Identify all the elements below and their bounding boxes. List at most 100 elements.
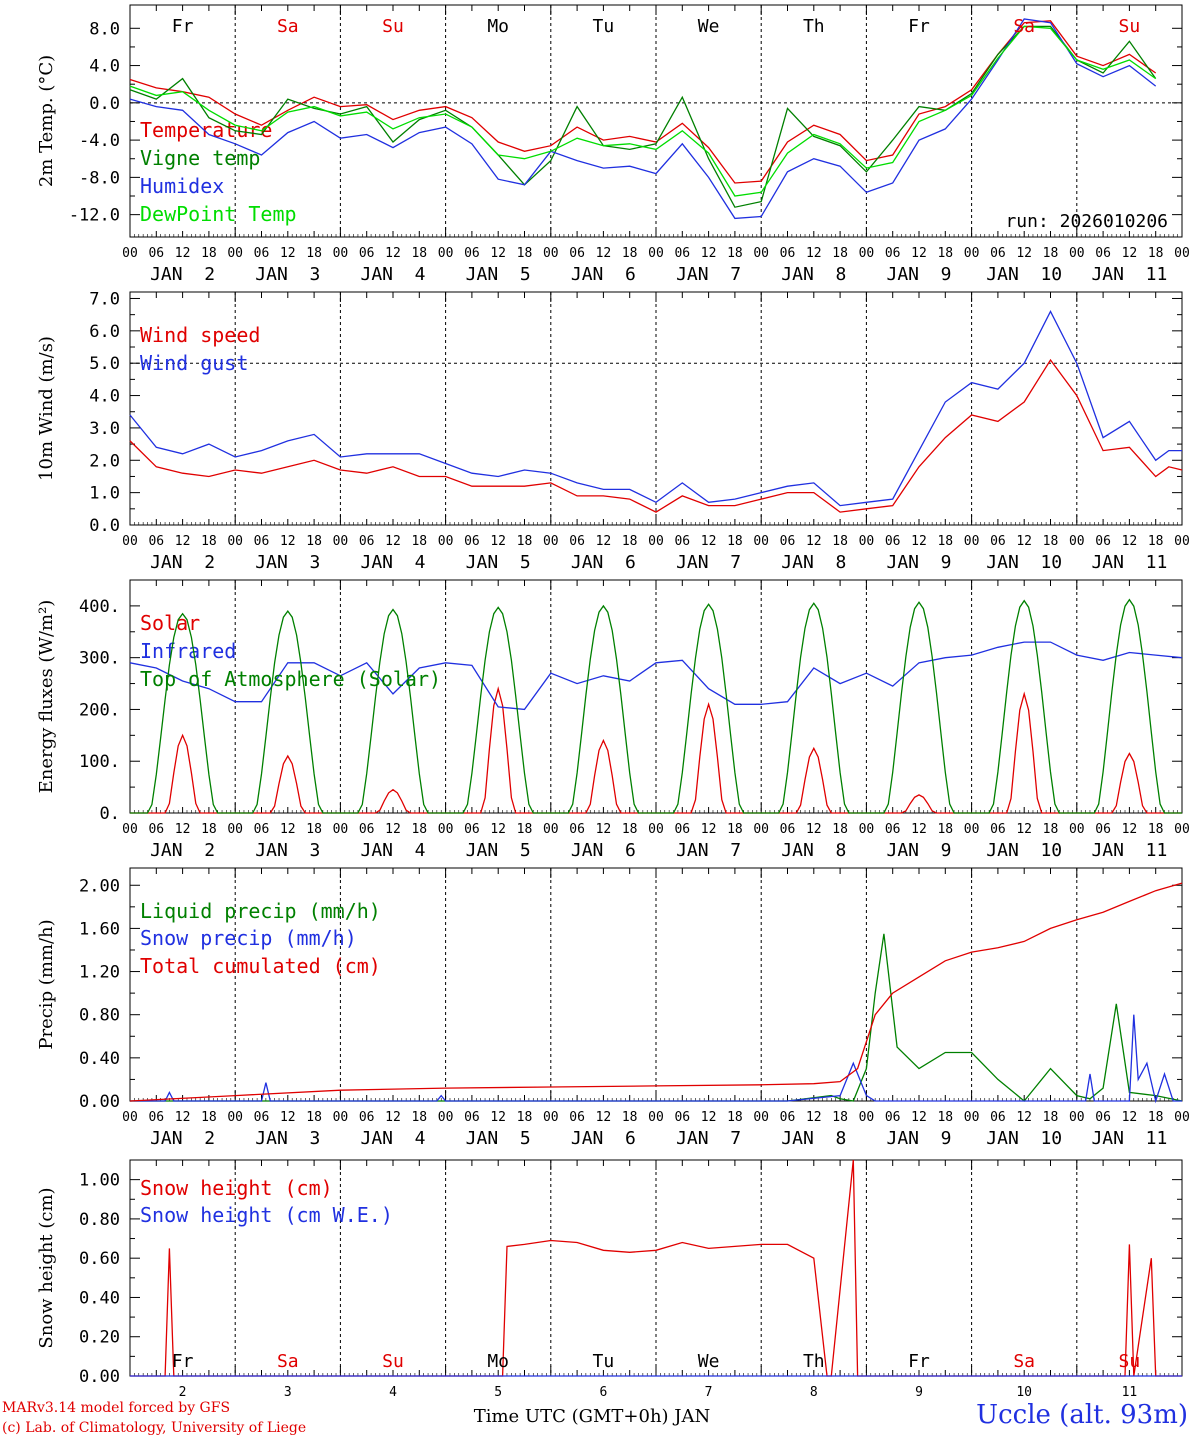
weekday-label: Sa (1013, 1351, 1035, 1372)
y-tick-label: 0.40 (79, 1049, 120, 1069)
legend-entry: Vigne temp (140, 146, 260, 170)
hour-tick-label: 12 (911, 246, 927, 261)
hour-tick-label: 00 (543, 1110, 559, 1125)
hour-tick-label: 18 (411, 246, 427, 261)
hour-tick-label: 18 (201, 822, 217, 837)
date-label: JAN 2 (150, 840, 215, 861)
date-label: JAN 9 (886, 552, 951, 573)
day-number-label: 10 (1016, 1385, 1032, 1400)
y-tick-label: 100. (79, 752, 120, 772)
series-line-infrared (129, 641, 1183, 711)
date-label: JAN 3 (255, 1128, 320, 1149)
series-line-wind-speed (129, 358, 1183, 513)
hour-tick-label: 18 (306, 534, 322, 549)
date-label: JAN 5 (466, 552, 531, 573)
hour-tick-label: 18 (411, 1110, 427, 1125)
legend-entry: Infrared (140, 639, 236, 663)
weekday-label: Fr (908, 16, 930, 37)
date-label: JAN 3 (255, 264, 320, 285)
y-axis-label: Energy fluxes (W/m²) (36, 600, 57, 794)
weekday-label: Sa (1013, 16, 1035, 37)
hour-tick-label: 06 (148, 1110, 164, 1125)
hour-tick-label: 12 (701, 1110, 717, 1125)
hour-tick-label: 00 (122, 822, 138, 837)
date-label: JAN 9 (886, 840, 951, 861)
hour-tick-label: 06 (1095, 1110, 1111, 1125)
hour-tick-label: 12 (490, 822, 506, 837)
hour-tick-label: 18 (937, 534, 953, 549)
hour-tick-label: 00 (122, 246, 138, 261)
hour-tick-label: 00 (859, 534, 875, 549)
hour-tick-label: 00 (964, 822, 980, 837)
date-label: JAN 6 (571, 552, 636, 573)
legend-entry: Total cumulated (cm) (140, 954, 381, 978)
y-tick-label: 0.60 (79, 1249, 120, 1269)
day-number-label: 9 (915, 1385, 923, 1400)
series-line-humidex (129, 18, 1157, 220)
hour-tick-label: 18 (517, 822, 533, 837)
hour-tick-label: 18 (832, 246, 848, 261)
hour-tick-label: 06 (148, 822, 164, 837)
hour-tick-label: 12 (385, 246, 401, 261)
hour-tick-label: 12 (385, 822, 401, 837)
hour-tick-label: 00 (227, 822, 243, 837)
hour-tick-label: 18 (622, 1110, 638, 1125)
legend-entry: Top of Atmosphere (Solar) (140, 667, 441, 691)
series-line-top-of-atmosphere-solar- (130, 598, 1182, 814)
y-tick-label: -4.0 (79, 131, 120, 151)
hour-tick-label: 00 (333, 822, 349, 837)
day-number-label: 8 (810, 1385, 818, 1400)
hour-tick-label: 06 (674, 1110, 690, 1125)
hour-tick-label: 18 (937, 246, 953, 261)
hour-tick-label: 06 (674, 822, 690, 837)
hour-tick-label: 06 (990, 1110, 1006, 1125)
hour-tick-label: 00 (543, 534, 559, 549)
date-label: JAN 11 (1091, 1128, 1167, 1149)
y-tick-label: 0.0 (89, 94, 120, 114)
y-tick-label: 3.0 (89, 419, 120, 439)
hour-tick-label: 12 (596, 534, 612, 549)
hour-tick-label: 06 (885, 246, 901, 261)
date-label: JAN 11 (1091, 264, 1167, 285)
hour-tick-label: 18 (727, 246, 743, 261)
date-label: JAN 7 (676, 264, 741, 285)
legend-entry: Humidex (140, 174, 224, 198)
date-label: JAN 7 (676, 552, 741, 573)
hour-tick-label: 18 (517, 246, 533, 261)
hour-tick-label: 18 (832, 1110, 848, 1125)
hour-tick-label: 00 (859, 1110, 875, 1125)
hour-tick-label: 12 (490, 246, 506, 261)
hour-tick-label: 18 (517, 534, 533, 549)
hour-tick-label: 00 (753, 246, 769, 261)
hour-tick-label: 00 (227, 534, 243, 549)
y-tick-label: -8.0 (79, 168, 120, 188)
hour-tick-label: 00 (648, 246, 664, 261)
hour-tick-label: 18 (411, 822, 427, 837)
hour-tick-label: 00 (438, 822, 454, 837)
hour-tick-label: 12 (1122, 534, 1138, 549)
hour-tick-label: 18 (1043, 246, 1059, 261)
hour-tick-label: 00 (753, 1110, 769, 1125)
hour-tick-label: 18 (306, 1110, 322, 1125)
hour-tick-label: 18 (1148, 822, 1164, 837)
weekday-label: Mo (487, 16, 509, 37)
date-label: JAN 8 (781, 840, 846, 861)
hour-tick-label: 06 (254, 1110, 270, 1125)
hour-tick-label: 06 (148, 246, 164, 261)
weekday-label: Fr (908, 1351, 930, 1372)
hour-tick-label: 06 (885, 534, 901, 549)
day-number-label: 3 (284, 1385, 292, 1400)
hour-tick-label: 06 (464, 822, 480, 837)
hour-tick-label: 12 (596, 822, 612, 837)
hour-tick-label: 12 (911, 534, 927, 549)
date-label: JAN 4 (360, 1128, 425, 1149)
legend-entry: Snow height (cm W.E.) (140, 1203, 393, 1227)
hour-tick-label: 00 (1174, 822, 1190, 837)
date-label: JAN 10 (986, 840, 1062, 861)
hour-tick-label: 18 (201, 1110, 217, 1125)
date-label: JAN 3 (255, 552, 320, 573)
hour-tick-label: 06 (990, 534, 1006, 549)
date-label: JAN 10 (986, 1128, 1062, 1149)
y-tick-label: -12.0 (69, 206, 120, 226)
hour-tick-label: 06 (464, 1110, 480, 1125)
